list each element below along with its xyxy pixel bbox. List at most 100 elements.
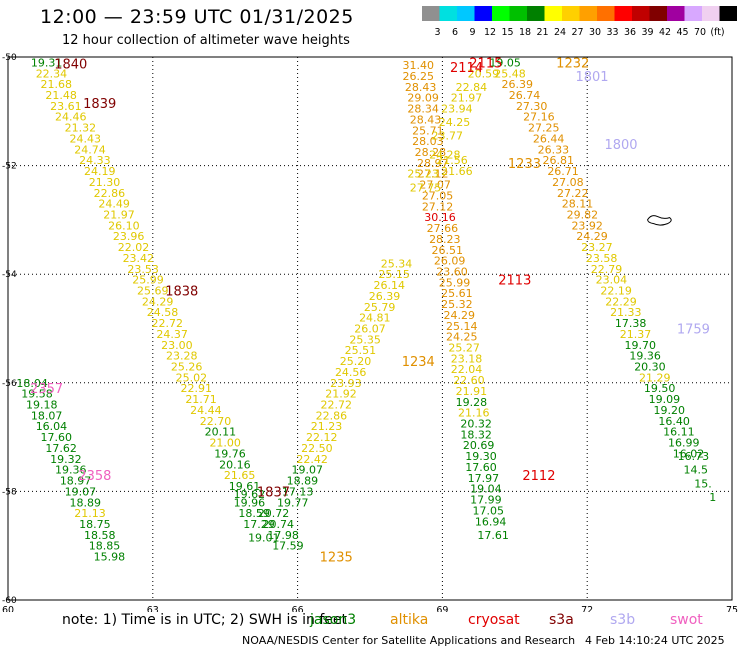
wave-height-reading: 25.34: [381, 257, 413, 270]
colorbar-label: 21: [536, 27, 548, 38]
colorbar-swatch: [527, 6, 545, 21]
colorbar-label: 24: [554, 27, 566, 38]
wave-height-reading: 20.16: [219, 458, 251, 471]
wave-height-reading: 24.25: [446, 331, 478, 344]
colorbar-swatch: [457, 6, 475, 21]
wave-height-reading: 24.49: [98, 198, 130, 211]
page-subtitle: 12 hour collection of altimeter wave hei…: [62, 33, 350, 48]
longitude-tick-label: 66: [292, 605, 304, 612]
wave-height-reading: 21.00: [209, 437, 241, 450]
colorbar-label: (ft): [710, 27, 724, 38]
colorbar-swatch: [684, 6, 702, 21]
wave-height-reading: 15.: [694, 477, 712, 490]
wave-height-reading: 23.60: [436, 265, 468, 278]
wave-height-reading: 22.86: [316, 409, 348, 422]
colorbar-label: 45: [676, 27, 688, 38]
wave-height-reading: 27.30: [516, 100, 548, 113]
colorbar-swatch: [562, 6, 580, 21]
wave-height-reading: 17.60: [465, 461, 497, 474]
colorbar-swatch: [667, 6, 685, 21]
wave-height-reading: 25.51: [345, 344, 377, 357]
wave-height-reading: 22.02: [118, 241, 150, 254]
wave-height-reading: 24.28: [429, 149, 461, 162]
wave-height-reading: 22.42: [296, 453, 328, 466]
wave-height-reading: 28.43: [405, 81, 437, 94]
wave-height-reading: 21.48: [45, 89, 77, 102]
wave-height-reading: 20.30: [634, 361, 666, 374]
longitude-tick-label: 69: [436, 605, 448, 612]
wave-height-reading: 23.94: [441, 103, 473, 116]
wave-height-reading: 18.89: [69, 496, 101, 509]
wave-height-reading: 20.69: [463, 439, 495, 452]
wave-height-reading: 26.39: [369, 290, 401, 303]
wave-height-reading: 17.97: [468, 472, 500, 485]
wave-height-reading: 22.60: [453, 374, 485, 387]
wave-height-reading: 25.27: [448, 342, 480, 355]
wave-height-reading: 22.86: [94, 187, 126, 200]
colorbar-label: 15: [501, 27, 513, 38]
wave-height-reading: 20.59: [468, 67, 500, 80]
wave-height-reading: 25.20: [340, 355, 372, 368]
wave-height-reading: 27.12: [422, 200, 454, 213]
wave-height-reading: 28.97: [417, 157, 449, 170]
wave-height-reading: 19.76: [214, 447, 246, 460]
wave-height-reading: 25.32: [441, 298, 473, 311]
wave-height-reading: 21.33: [610, 306, 642, 319]
wave-height-reading: 22.79: [591, 263, 623, 276]
track-time-label: 1801: [575, 70, 608, 85]
wave-height-reading: 18.89: [287, 475, 319, 488]
wave-height-reading: 21.29: [639, 371, 671, 384]
wave-height-reading: 23.61: [50, 100, 82, 113]
colorbar-swatch: [422, 6, 440, 21]
wave-height-reading: 17.98: [267, 529, 299, 542]
wave-height-reading: 19.04: [470, 483, 502, 496]
latitude-tick-label: -60: [2, 596, 17, 606]
page-title: 12:00 — 23:59 UTC 01/31/2025: [40, 6, 354, 28]
wave-height-reading: 24.56: [335, 366, 367, 379]
wave-height-reading: 19.62: [234, 488, 266, 501]
wave-height-reading: 27.22: [557, 187, 589, 200]
wave-height-reading: 28.11: [562, 198, 594, 211]
wave-height-reading: 20.74: [263, 518, 295, 531]
wave-height-reading: 17.61: [477, 529, 509, 542]
wave-height-reading: 26.25: [403, 70, 435, 83]
wave-height-reading: 14.5: [684, 464, 709, 477]
wave-height-reading: 18.07: [31, 409, 63, 422]
wave-height-reading: 18.32: [460, 428, 492, 441]
wave-height-reading: 22.84: [456, 81, 488, 94]
wave-height-reading: 18.85: [89, 540, 121, 553]
wave-height-reading: 26.51: [431, 244, 463, 257]
wave-height-reading: 17.05: [473, 504, 505, 517]
colorbar-label: 39: [641, 27, 653, 38]
wave-height-reading: 18.59: [238, 507, 270, 520]
wave-height-reading: 25.79: [364, 301, 396, 314]
wave-height-reading: 25.71: [412, 124, 444, 137]
wave-height-reading: 17.59: [272, 540, 304, 553]
colorbar-label: 18: [519, 27, 531, 38]
wave-height-reading: 17.60: [41, 431, 73, 444]
wave-height-reading: 21.13: [74, 507, 106, 520]
wave-height-reading: 25.48: [494, 67, 526, 80]
wave-height-reading: 25.02: [176, 371, 208, 384]
wave-height-reading: 26.09: [434, 255, 466, 268]
colorbar-swatch: [509, 6, 527, 21]
wave-height-reading: 25.26: [171, 361, 203, 374]
credit-line: NOAA/NESDIS Center for Satellite Applica…: [242, 634, 576, 647]
wave-height-reading: 26.74: [509, 89, 541, 102]
wave-height-reading: 22.72: [320, 399, 352, 412]
wave-height-reading: 22.29: [605, 295, 637, 308]
wave-height-colorbar: 3 6 9 12 15 18 21 24 27 30 33 36 39 42 45 70 (ft): [422, 6, 737, 38]
wave-height-reading: 30.16: [424, 211, 456, 224]
wave-height-reading: 24.33: [79, 154, 111, 167]
wave-height-reading: 18.04: [16, 377, 48, 390]
wave-height-reading: 23.42: [123, 252, 155, 265]
satellite-legend: jason3 altika cryosat s3a s3b swot: [0, 612, 740, 632]
wave-height-reading: 23.28: [166, 350, 198, 363]
wave-height-reading: 22.72: [152, 317, 184, 330]
wave-height-reading: 27.16: [523, 111, 555, 124]
wave-height-reading: 23.04: [596, 274, 628, 287]
wave-height-reading: 19.09: [649, 393, 681, 406]
wave-height-reading: 25.61: [441, 287, 473, 300]
wave-height-reading: 25.99: [439, 276, 471, 289]
wave-height-reading: 17.29: [243, 518, 275, 531]
